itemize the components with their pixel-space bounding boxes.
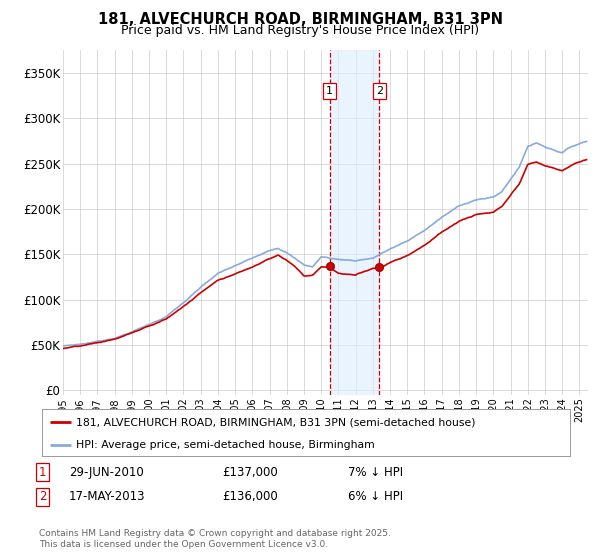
Text: 17-MAY-2013: 17-MAY-2013 — [69, 490, 146, 503]
Bar — [329, 50, 379, 395]
Text: Price paid vs. HM Land Registry's House Price Index (HPI): Price paid vs. HM Land Registry's House … — [121, 24, 479, 36]
Text: £137,000: £137,000 — [222, 465, 278, 479]
Text: 181, ALVECHURCH ROAD, BIRMINGHAM, B31 3PN: 181, ALVECHURCH ROAD, BIRMINGHAM, B31 3P… — [97, 12, 503, 27]
Text: 2: 2 — [39, 490, 47, 503]
Text: 1: 1 — [39, 465, 47, 479]
Text: Contains HM Land Registry data © Crown copyright and database right 2025.
This d: Contains HM Land Registry data © Crown c… — [39, 529, 391, 549]
Text: 29-JUN-2010: 29-JUN-2010 — [69, 465, 144, 479]
Text: 181, ALVECHURCH ROAD, BIRMINGHAM, B31 3PN (semi-detached house): 181, ALVECHURCH ROAD, BIRMINGHAM, B31 3P… — [76, 417, 476, 427]
Text: 1: 1 — [326, 86, 333, 96]
Text: HPI: Average price, semi-detached house, Birmingham: HPI: Average price, semi-detached house,… — [76, 440, 375, 450]
Text: 2: 2 — [376, 86, 383, 96]
Text: 7% ↓ HPI: 7% ↓ HPI — [348, 465, 403, 479]
Text: £136,000: £136,000 — [222, 490, 278, 503]
Text: 6% ↓ HPI: 6% ↓ HPI — [348, 490, 403, 503]
